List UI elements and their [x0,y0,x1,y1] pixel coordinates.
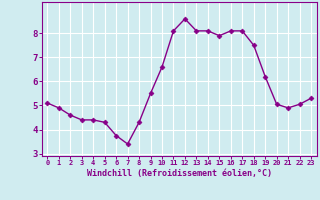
X-axis label: Windchill (Refroidissement éolien,°C): Windchill (Refroidissement éolien,°C) [87,169,272,178]
